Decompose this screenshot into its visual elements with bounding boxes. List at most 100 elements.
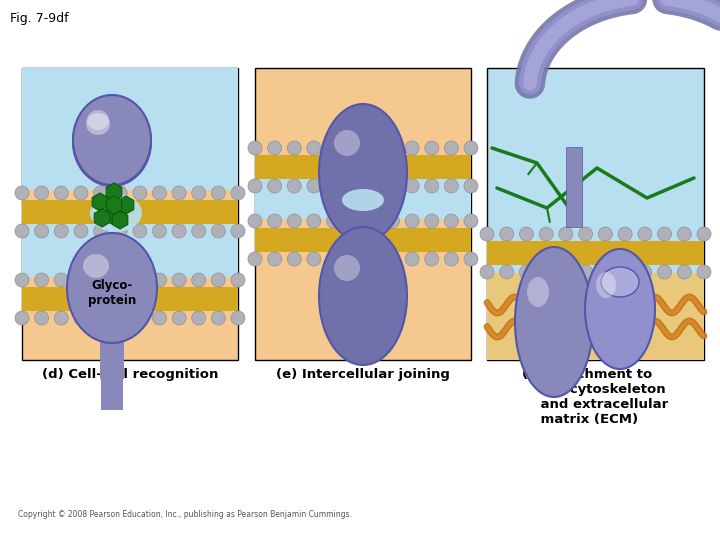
Circle shape	[35, 311, 49, 325]
Circle shape	[172, 224, 186, 238]
Bar	[100, 304, 124, 379]
Circle shape	[153, 224, 166, 238]
Text: Fig. 7-9df: Fig. 7-9df	[10, 12, 68, 25]
Circle shape	[678, 265, 691, 279]
Circle shape	[385, 179, 400, 193]
Circle shape	[287, 141, 301, 155]
Ellipse shape	[334, 130, 360, 156]
Circle shape	[385, 141, 400, 155]
Circle shape	[598, 265, 613, 279]
Ellipse shape	[342, 189, 384, 211]
Circle shape	[405, 179, 419, 193]
Bar	[487, 273, 704, 360]
Circle shape	[327, 252, 341, 266]
Circle shape	[231, 224, 245, 238]
Polygon shape	[104, 206, 120, 224]
Circle shape	[579, 227, 593, 241]
Ellipse shape	[601, 267, 639, 297]
Circle shape	[248, 141, 262, 155]
Circle shape	[287, 214, 301, 228]
Circle shape	[579, 265, 593, 279]
Circle shape	[172, 273, 186, 287]
Polygon shape	[94, 209, 109, 227]
Circle shape	[212, 186, 225, 200]
Circle shape	[618, 265, 632, 279]
Circle shape	[15, 311, 29, 325]
Circle shape	[366, 252, 380, 266]
Circle shape	[172, 311, 186, 325]
Bar	[487, 68, 704, 360]
Ellipse shape	[527, 277, 549, 307]
Circle shape	[327, 214, 341, 228]
Text: Copyright © 2008 Pearson Education, Inc., publishing as Pearson Benjamin Cumming: Copyright © 2008 Pearson Education, Inc.…	[18, 510, 352, 519]
Circle shape	[678, 227, 691, 241]
Circle shape	[425, 179, 438, 193]
Circle shape	[94, 273, 107, 287]
Bar	[255, 228, 471, 252]
Circle shape	[598, 227, 613, 241]
Circle shape	[500, 227, 514, 241]
Circle shape	[327, 141, 341, 155]
Bar	[255, 68, 471, 360]
Circle shape	[697, 227, 711, 241]
Circle shape	[464, 214, 478, 228]
Circle shape	[248, 252, 262, 266]
Circle shape	[192, 224, 206, 238]
Circle shape	[113, 273, 127, 287]
Circle shape	[287, 252, 301, 266]
Ellipse shape	[90, 194, 142, 232]
Circle shape	[618, 227, 632, 241]
Ellipse shape	[83, 254, 109, 278]
Circle shape	[307, 141, 321, 155]
Circle shape	[35, 186, 49, 200]
Ellipse shape	[585, 249, 655, 369]
Ellipse shape	[515, 247, 593, 397]
Circle shape	[192, 311, 206, 325]
Circle shape	[464, 179, 478, 193]
Circle shape	[172, 186, 186, 200]
Circle shape	[638, 227, 652, 241]
Circle shape	[212, 273, 225, 287]
Circle shape	[132, 224, 147, 238]
Circle shape	[346, 214, 360, 228]
Circle shape	[480, 227, 494, 241]
Circle shape	[307, 252, 321, 266]
Circle shape	[307, 179, 321, 193]
Circle shape	[657, 227, 672, 241]
Circle shape	[385, 252, 400, 266]
Bar	[101, 248, 123, 410]
Circle shape	[366, 141, 380, 155]
Circle shape	[74, 311, 88, 325]
Circle shape	[268, 179, 282, 193]
Bar	[22, 68, 238, 360]
Circle shape	[287, 179, 301, 193]
Circle shape	[559, 227, 573, 241]
Bar	[22, 68, 238, 190]
Circle shape	[132, 186, 147, 200]
Circle shape	[346, 141, 360, 155]
Circle shape	[268, 214, 282, 228]
Circle shape	[657, 265, 672, 279]
Bar	[487, 241, 704, 265]
Circle shape	[444, 141, 459, 155]
Circle shape	[231, 311, 245, 325]
Circle shape	[231, 186, 245, 200]
Circle shape	[519, 265, 534, 279]
Circle shape	[500, 265, 514, 279]
Ellipse shape	[334, 255, 360, 281]
Circle shape	[54, 186, 68, 200]
Text: (f) Attachment to
    the cytoskeleton
    and extracellular
    matrix (ECM): (f) Attachment to the cytoskeleton and e…	[522, 368, 668, 426]
Circle shape	[697, 265, 711, 279]
Circle shape	[212, 311, 225, 325]
Circle shape	[268, 141, 282, 155]
Ellipse shape	[73, 98, 151, 186]
Circle shape	[425, 214, 438, 228]
Circle shape	[444, 252, 459, 266]
Circle shape	[54, 224, 68, 238]
Circle shape	[113, 224, 127, 238]
Bar	[255, 155, 471, 179]
Text: (e) Intercellular joining: (e) Intercellular joining	[276, 368, 450, 381]
Bar	[22, 219, 238, 277]
Circle shape	[405, 252, 419, 266]
Circle shape	[15, 224, 29, 238]
